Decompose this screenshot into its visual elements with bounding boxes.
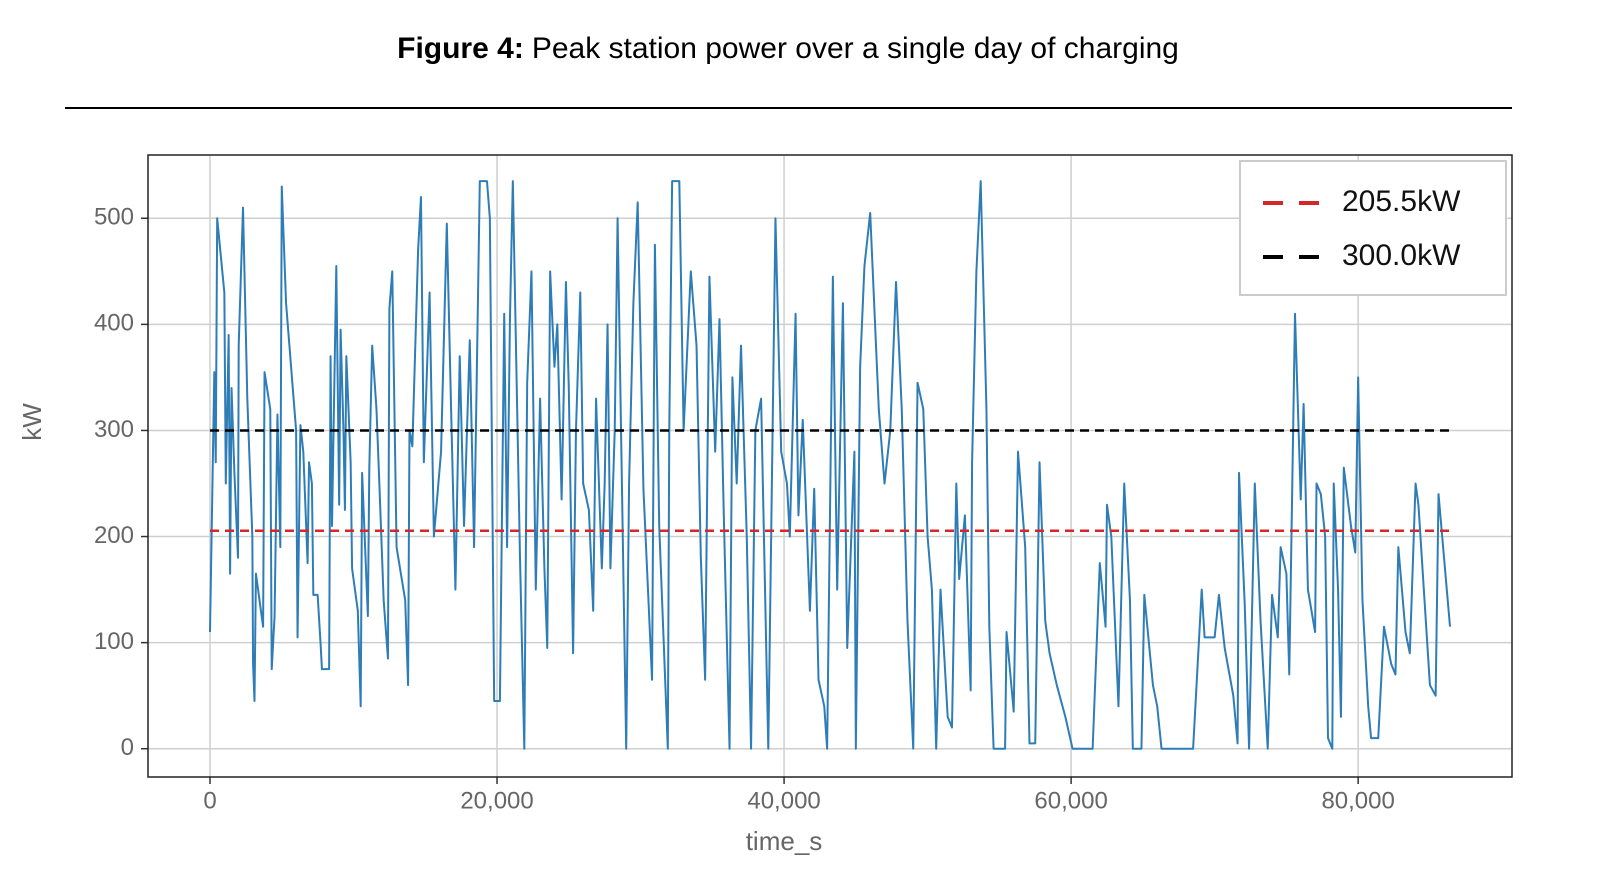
x-tick-label: 80,000 (1321, 787, 1394, 814)
x-tick-label: 20,000 (460, 787, 533, 814)
y-tick-label: 400 (94, 310, 134, 337)
x-axis-label: time_s (746, 826, 823, 856)
legend-label: 205.5kW (1342, 185, 1461, 218)
chart-title-group: Figure 4: Peak station power over a singl… (397, 32, 1179, 65)
plot-frame (147, 154, 1513, 778)
y-tick-label: 500 (94, 204, 134, 231)
chart-title: Peak station power over a single day of … (532, 32, 1179, 65)
series-line (209, 180, 1451, 750)
y-tick-label: 200 (94, 522, 134, 549)
x-tick-label: 40,000 (747, 787, 820, 814)
y-tick-label: 0 (121, 734, 134, 761)
title-label: Figure 4: (397, 32, 524, 65)
y-tick-label: 100 (94, 628, 134, 655)
x-tick-label: 0 (203, 787, 216, 814)
legend-label: 300.0kW (1342, 239, 1461, 272)
x-tick-label: 60,000 (1034, 787, 1107, 814)
y-tick-label: 300 (94, 416, 134, 443)
legend-box (1239, 160, 1507, 296)
y-axis-label: kW (17, 403, 47, 441)
